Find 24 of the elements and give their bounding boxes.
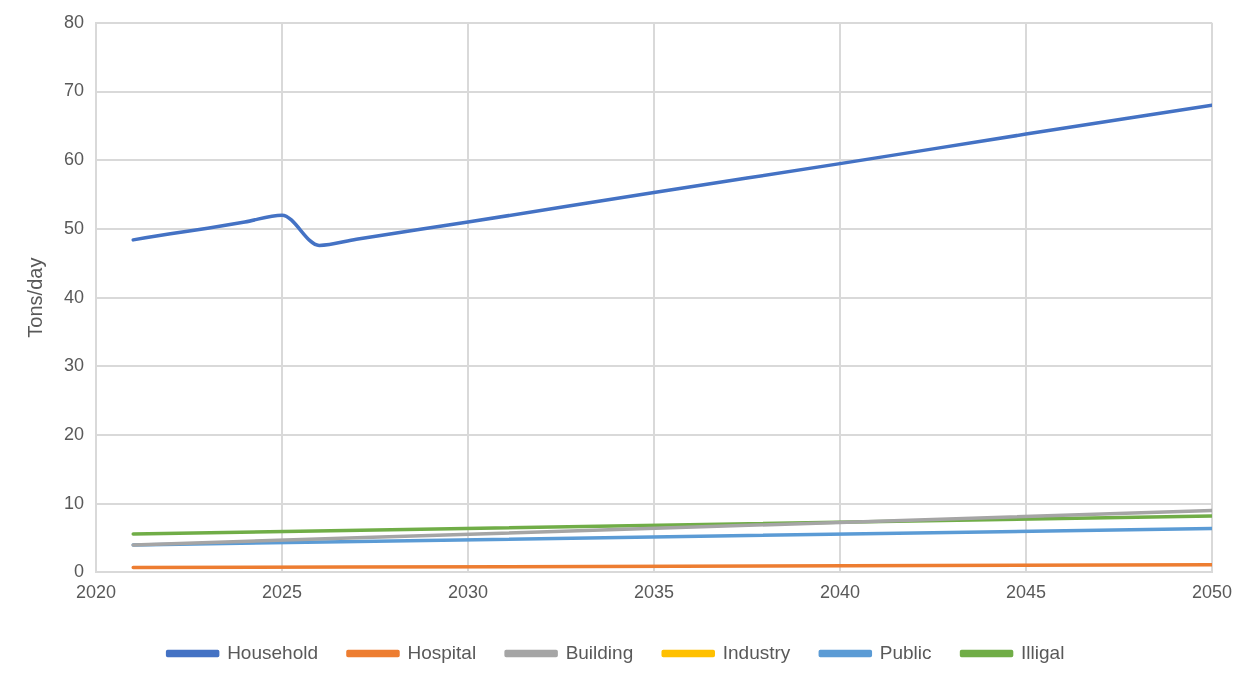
y-tick-label: 30 (63, 355, 85, 376)
legend-label: Industry (722, 641, 791, 663)
y-tick-label: 20 (63, 423, 85, 444)
x-tick-label: 2025 (261, 582, 303, 603)
legend-label: Building (565, 641, 634, 663)
y-tick-label: 80 (63, 11, 85, 32)
x-tick-label: 2020 (76, 582, 117, 603)
x-tick-label: 2035 (633, 582, 675, 603)
line-series (131, 103, 1212, 248)
y-tick-label: 70 (63, 80, 85, 101)
legend-label: Household (227, 641, 318, 663)
x-tick-label: 2040 (819, 582, 861, 603)
y-tick-label: 60 (63, 149, 85, 170)
y-tick-label: 0 (74, 561, 85, 582)
y-tick-label: 50 (63, 217, 85, 238)
legend-label: Hospital (407, 641, 477, 663)
y-tick-label: 10 (63, 492, 85, 513)
x-tick-label: 2030 (447, 582, 489, 603)
y-tick-label: 40 (63, 286, 85, 307)
legend-label: Public (879, 641, 932, 663)
x-tick-label: 2050 (1191, 582, 1233, 603)
legend-label: Illigal (1021, 641, 1065, 663)
y-axis-title: Tons/day (23, 257, 46, 338)
x-tick-label: 2045 (1005, 582, 1047, 603)
